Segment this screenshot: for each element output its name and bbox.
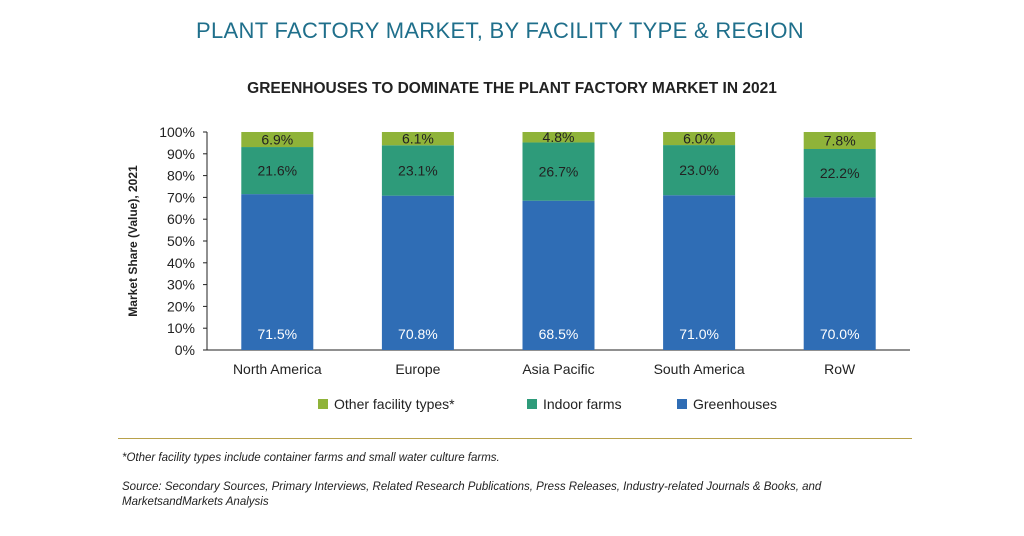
legend-swatch bbox=[318, 399, 328, 409]
x-tick-label: Europe bbox=[395, 361, 440, 377]
data-label: 23.0% bbox=[679, 162, 719, 178]
legend-swatch bbox=[677, 399, 687, 409]
data-label: 70.0% bbox=[820, 326, 860, 342]
bar-segment bbox=[241, 132, 314, 148]
bar-segment bbox=[522, 132, 595, 143]
divider-line bbox=[118, 438, 912, 439]
y-tick-label: 70% bbox=[167, 189, 195, 205]
legend-label: Greenhouses bbox=[693, 396, 777, 412]
data-label: 6.9% bbox=[261, 132, 293, 148]
data-label: 70.8% bbox=[398, 326, 438, 342]
bar-segment bbox=[803, 149, 876, 198]
data-label: 6.1% bbox=[402, 131, 434, 147]
y-tick-label: 10% bbox=[167, 320, 195, 336]
y-tick-label: 50% bbox=[167, 233, 195, 249]
bar-segment bbox=[803, 197, 876, 350]
x-tick-label: RoW bbox=[824, 361, 856, 377]
y-axis-title: Market Share (Value), 2021 bbox=[126, 165, 140, 317]
y-tick-label: 100% bbox=[159, 124, 195, 140]
bar-segment bbox=[522, 200, 595, 350]
bar-segment bbox=[522, 142, 595, 201]
data-label: 23.1% bbox=[398, 162, 438, 178]
footnote: *Other facility types include container … bbox=[122, 452, 500, 464]
data-label: 21.6% bbox=[257, 163, 297, 179]
bar-segment bbox=[241, 194, 314, 350]
legend-label: Other facility types* bbox=[334, 396, 455, 412]
chart-title: GREENHOUSES TO DOMINATE THE PLANT FACTOR… bbox=[247, 80, 777, 97]
bar-segment bbox=[663, 145, 736, 196]
y-tick-label: 30% bbox=[167, 277, 195, 293]
y-tick-label: 60% bbox=[167, 211, 195, 227]
x-tick-label: South America bbox=[654, 361, 745, 377]
data-label: 6.0% bbox=[683, 131, 715, 147]
bar-segment bbox=[241, 147, 314, 195]
source-note: Source: Secondary Sources, Primary Inter… bbox=[122, 481, 822, 508]
data-label: 4.8% bbox=[543, 129, 575, 145]
x-tick-label: North America bbox=[233, 361, 322, 377]
bar-segment bbox=[381, 195, 454, 350]
data-label: 68.5% bbox=[539, 326, 579, 342]
bar-segment bbox=[381, 132, 454, 146]
bar-segment bbox=[663, 195, 736, 350]
legend-label: Indoor farms bbox=[543, 396, 622, 412]
data-label: 22.2% bbox=[820, 165, 860, 181]
legend-swatch bbox=[527, 399, 537, 409]
data-label: 71.0% bbox=[679, 326, 719, 342]
y-tick-label: 80% bbox=[167, 168, 195, 184]
bar-segment bbox=[381, 145, 454, 196]
data-label: 71.5% bbox=[257, 326, 297, 342]
y-tick-label: 90% bbox=[167, 146, 195, 162]
x-tick-label: Asia Pacific bbox=[522, 361, 594, 377]
y-tick-label: 0% bbox=[175, 342, 195, 358]
data-label: 7.8% bbox=[824, 133, 856, 149]
page-title: PLANT FACTORY MARKET, BY FACILITY TYPE &… bbox=[196, 18, 804, 43]
bar-segment bbox=[803, 132, 876, 150]
data-label: 26.7% bbox=[539, 164, 579, 180]
y-tick-label: 40% bbox=[167, 255, 195, 271]
bar-segment bbox=[663, 132, 736, 146]
y-tick-label: 20% bbox=[167, 298, 195, 314]
